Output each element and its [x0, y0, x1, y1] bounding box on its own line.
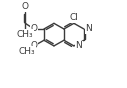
- Text: Cl: Cl: [69, 13, 78, 22]
- Text: O: O: [30, 41, 37, 50]
- Text: CH₃: CH₃: [17, 30, 34, 39]
- Text: N: N: [85, 24, 92, 33]
- Text: O: O: [30, 24, 37, 33]
- Text: O: O: [22, 2, 29, 11]
- Text: N: N: [75, 41, 82, 50]
- Text: CH₃: CH₃: [19, 47, 35, 56]
